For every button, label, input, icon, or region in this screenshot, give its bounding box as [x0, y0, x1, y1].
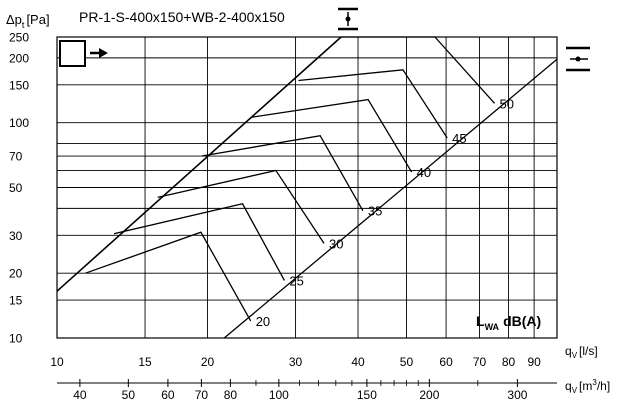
- x-m3h-tick-label: 300: [507, 388, 527, 399]
- x-m3h-tick-label: 50: [122, 388, 136, 399]
- sound-curve-25: [113, 203, 285, 281]
- y-tick-label: 15: [9, 294, 23, 308]
- y-tick-label: 10: [9, 332, 23, 346]
- x-m3h-tick-label: 70: [195, 388, 209, 399]
- max-flow-line: [56, 36, 342, 292]
- y-tick-label: 150: [9, 78, 29, 92]
- y-tick-label: 250: [9, 31, 29, 45]
- sound-curve-35: [201, 134, 364, 212]
- y-tick-labels: 10 15 20 30 50 70 100 150 200 250: [9, 31, 29, 346]
- sound-curve-20: [85, 231, 252, 322]
- sound-curve-30: [157, 169, 325, 244]
- x-ls-tick-label: 20: [201, 355, 215, 369]
- x-m3h-tick-label: 80: [224, 388, 238, 399]
- x-ls-tick-label: 30: [289, 355, 303, 369]
- x-ls-tick-label: 10: [50, 355, 64, 369]
- curve-label-40: 40: [417, 165, 431, 180]
- x-m3h-axis: 40 50 60 70 80 100 150 200 300: [57, 379, 557, 399]
- x-ls-tick-label: 80: [502, 355, 516, 369]
- x-ls-tick-label: 15: [138, 355, 152, 369]
- curve-label-35: 35: [368, 204, 382, 219]
- curve-label-30: 30: [329, 236, 343, 251]
- x-m3h-tick-label: 200: [419, 388, 439, 399]
- x-ls-tick-label: 50: [400, 355, 414, 369]
- y-tick-label: 200: [9, 51, 29, 65]
- curve-label-45: 45: [452, 131, 466, 146]
- horizontal-damper-icon: [566, 46, 590, 72]
- x-ls-tick-label: 70: [473, 355, 487, 369]
- x-ls-tick-label: 60: [439, 355, 453, 369]
- y-tick-label: 50: [9, 181, 23, 195]
- y-tick-label: 70: [9, 150, 23, 164]
- x-ls-tick-label: 90: [527, 355, 541, 369]
- curve-label-20: 20: [256, 314, 270, 329]
- x-m3h-tick-label: 100: [269, 388, 289, 399]
- plot-border: [56, 36, 558, 339]
- sound-level-curves: 20 25 30 35 40 45 50: [56, 36, 558, 339]
- plot-frame: [56, 36, 558, 339]
- grid-lines: [57, 37, 557, 338]
- chart-title: PR-1-S-400x150+WB-2-400x150: [79, 9, 285, 25]
- x-m3h-tick-label: 60: [161, 388, 175, 399]
- sound-curve-40: [251, 98, 413, 173]
- x-ls-tick-labels: 10 15 20 30 40 50 60 70 80 90: [50, 355, 541, 369]
- y-axis-label: Δpt [Pa]: [6, 12, 50, 30]
- min-flow-line: [223, 58, 558, 339]
- y-tick-label: 100: [9, 116, 29, 130]
- sound-level-annotation: LWA dB(A): [476, 313, 541, 332]
- vertical-damper-icon: [338, 7, 358, 31]
- curve-label-50: 50: [500, 96, 514, 111]
- x-m3h-axis-label: qV [m3/h]: [565, 378, 610, 395]
- curve-label-25: 25: [289, 273, 303, 288]
- x-m3h-tick-label: 40: [73, 388, 87, 399]
- sound-curve-45: [298, 69, 448, 139]
- y-tick-label: 20: [9, 267, 23, 281]
- x-ls-tick-label: 40: [351, 355, 365, 369]
- x-m3h-tick-label: 150: [357, 388, 377, 399]
- x-ls-axis-label: qV [l/s]: [565, 344, 598, 360]
- square-arrow-icon: [59, 40, 108, 67]
- y-tick-label: 30: [9, 229, 23, 243]
